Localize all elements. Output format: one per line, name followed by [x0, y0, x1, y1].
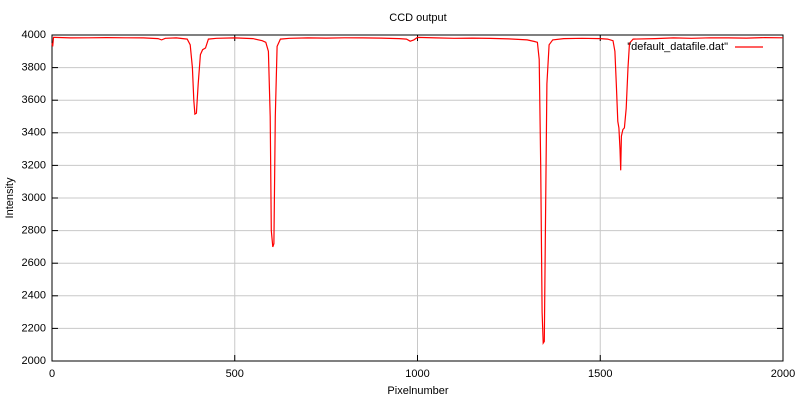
chart-title: CCD output [389, 12, 446, 24]
x-tick-label: 500 [226, 368, 244, 380]
data-line [51, 36, 784, 346]
y-axis-label: Intensity [4, 177, 16, 218]
x-tick-label: 1000 [405, 368, 429, 380]
y-tick-label: 3600 [22, 94, 46, 106]
legend-label: "default_datafile.dat" [627, 41, 728, 53]
y-tick-label: 3200 [22, 159, 46, 171]
plot-frame [51, 34, 784, 362]
y-tick-label: 3000 [22, 192, 46, 204]
y-tick-label: 2600 [22, 257, 46, 269]
y-tick-label: 4000 [22, 29, 46, 41]
x-tick-label: 0 [49, 368, 55, 380]
y-tick-label: 2800 [22, 225, 46, 237]
y-tick-label: 2400 [22, 290, 46, 302]
y-tick-label: 2200 [22, 322, 46, 334]
x-tick-label: 1500 [588, 368, 612, 380]
x-axis-label: Pixelnumber [387, 385, 448, 397]
y-tick-label: 3800 [22, 62, 46, 74]
y-tick-label: 2000 [22, 355, 46, 367]
x-tick-label: 2000 [771, 368, 795, 380]
y-tick-label: 3400 [22, 127, 46, 139]
